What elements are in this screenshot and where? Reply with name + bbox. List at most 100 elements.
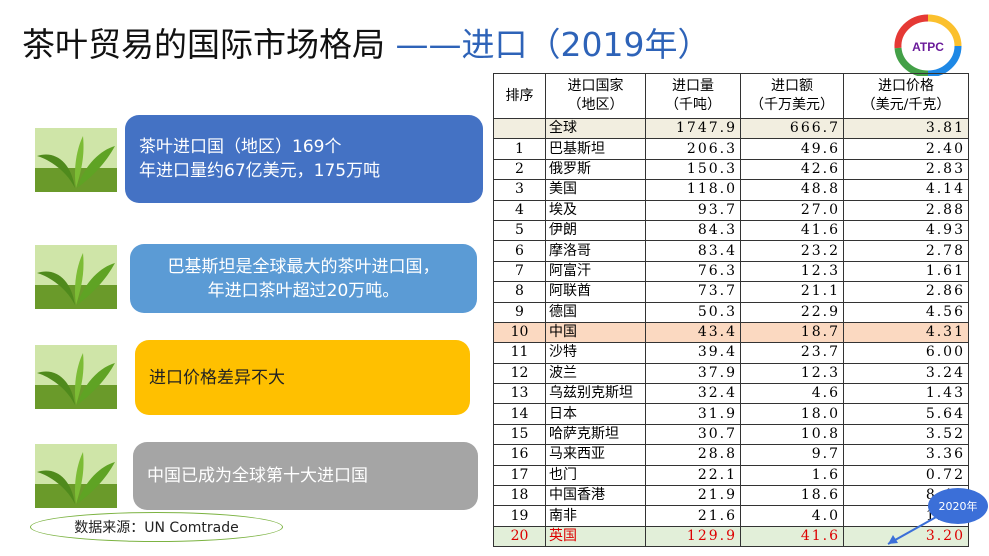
column-header-line: （美元/千克） xyxy=(861,97,951,113)
callout-box: 进口价格差异不大 xyxy=(135,340,470,415)
title-suffix: ——进口 xyxy=(395,25,528,64)
table-cell: 20 xyxy=(493,525,546,548)
table-cell: 129.9 xyxy=(645,525,741,548)
table-cell: 118.0 xyxy=(645,179,741,201)
column-header-line: （千吨） xyxy=(665,97,721,113)
table-cell: 150.3 xyxy=(645,158,741,181)
column-header-line: 排序 xyxy=(505,87,534,104)
table-cell: 波兰 xyxy=(545,362,646,385)
column-header-line: 进口量 xyxy=(672,78,714,94)
table-cell: 2.88 xyxy=(843,199,969,221)
table-cell: 中国香港 xyxy=(545,485,646,507)
table-cell: 49.6 xyxy=(740,138,844,160)
table-cell: 5.64 xyxy=(843,403,969,425)
table-cell: 哈萨克斯坦 xyxy=(545,423,646,446)
table-cell: 4.31 xyxy=(843,321,969,344)
table-cell: 22.9 xyxy=(740,301,844,323)
column-header: 排序 xyxy=(493,73,546,119)
table-cell: 41.6 xyxy=(740,219,844,242)
table-cell: 206.3 xyxy=(645,138,741,160)
table-cell: 43.4 xyxy=(645,321,741,344)
table-cell: 666.7 xyxy=(740,117,844,140)
callout-text: 年进口量约67亿美元，175万吨 xyxy=(139,161,381,181)
table-cell: 93.7 xyxy=(645,199,741,221)
table-cell: 4.14 xyxy=(843,179,969,201)
table-row: 4 埃及 93.7 27.0 2.88 xyxy=(493,199,969,221)
tea-leaf-image xyxy=(35,245,117,309)
table-row: 1 巴基斯坦 206.3 49.6 2.40 xyxy=(493,138,969,160)
callout-text: 进口价格差异不大 xyxy=(149,367,285,388)
table-cell: 83.4 xyxy=(645,240,741,262)
table-cell: 12.3 xyxy=(740,260,844,283)
table-cell: 中国 xyxy=(545,321,646,344)
table-row: 全球 1747.9 666.7 3.81 xyxy=(493,117,969,140)
table-cell: 2 xyxy=(493,158,546,181)
table-cell: 37.9 xyxy=(645,362,741,385)
table-cell: 俄罗斯 xyxy=(545,158,646,181)
table-row: 12 波兰 37.9 12.3 3.24 xyxy=(493,362,969,385)
table-cell: 1747.9 xyxy=(645,117,741,140)
tea-leaf-image xyxy=(35,345,117,409)
table-cell: 埃及 xyxy=(545,199,646,221)
table-cell: 沙特 xyxy=(545,342,646,364)
table-cell: 18 xyxy=(493,485,546,507)
table-row: 6 摩洛哥 83.4 23.2 2.78 xyxy=(493,240,969,262)
table-cell: 美国 xyxy=(545,179,646,201)
table-row: 17 也门 22.1 1.6 0.72 xyxy=(493,464,969,487)
table-cell: 19 xyxy=(493,505,546,527)
table-cell: 1.6 xyxy=(740,464,844,487)
table-cell xyxy=(493,117,546,140)
table-cell: 21.6 xyxy=(645,505,741,527)
table-cell: 23.2 xyxy=(740,240,844,262)
table-cell: 42.6 xyxy=(740,158,844,181)
table-cell: 4.93 xyxy=(843,219,969,242)
table-cell: 22.1 xyxy=(645,464,741,487)
table-cell: 50.3 xyxy=(645,301,741,323)
column-header-line: 进口额 xyxy=(771,78,813,94)
callout-text: 年进口茶叶超过20万吨。 xyxy=(207,280,400,301)
table-cell: 1 xyxy=(493,138,546,160)
table-cell: 马来西亚 xyxy=(545,444,646,466)
title-main: 茶叶贸易的国际市场格局 xyxy=(22,25,385,64)
callout-box: 中国已成为全球第十大进口国 xyxy=(133,442,478,510)
table-row: 3 美国 118.0 48.8 4.14 xyxy=(493,179,969,201)
table-cell: 12.3 xyxy=(740,362,844,385)
table-cell: 32.4 xyxy=(645,383,741,405)
table-cell: 8 xyxy=(493,281,546,303)
column-header-line: （千万美元） xyxy=(750,97,834,113)
callout-text: 巴基斯坦是全球最大的茶叶进口国， xyxy=(167,256,440,277)
table-cell: 27.0 xyxy=(740,199,844,221)
table-cell: 英国 xyxy=(545,525,646,548)
table-row: 9 德国 50.3 22.9 4.56 xyxy=(493,301,969,323)
table-cell: 全球 xyxy=(545,117,646,140)
table-cell: 日本 xyxy=(545,403,646,425)
table-cell: 48.8 xyxy=(740,179,844,201)
table-row: 20 英国 129.9 41.6 3.20 xyxy=(493,525,969,548)
table-row: 8 阿联酋 73.7 21.1 2.86 xyxy=(493,281,969,303)
table-cell: 3.20 xyxy=(843,525,969,548)
table-cell: 12 xyxy=(493,362,546,385)
table-cell: 21.9 xyxy=(645,485,741,507)
table-cell: 4.0 xyxy=(740,505,844,527)
tea-leaf-image xyxy=(35,128,117,192)
table-cell: 9 xyxy=(493,301,546,323)
table-cell: 18.7 xyxy=(740,321,844,344)
table-cell: 28.8 xyxy=(645,444,741,466)
table-cell: 10 xyxy=(493,321,546,344)
table-cell: 3.36 xyxy=(843,444,969,466)
callout-box: 巴基斯坦是全球最大的茶叶进口国， 年进口茶叶超过20万吨。 xyxy=(130,244,477,313)
column-header-line: （地区） xyxy=(567,97,624,113)
table-cell: 4 xyxy=(493,199,546,221)
table-cell: 23.7 xyxy=(740,342,844,364)
table-cell: 14 xyxy=(493,403,546,425)
table-row: 11 沙特 39.4 23.7 6.00 xyxy=(493,342,969,364)
table-row: 14 日本 31.9 18.0 5.64 xyxy=(493,403,969,425)
table-cell: 4.6 xyxy=(740,383,844,405)
table-cell: 德国 xyxy=(545,301,646,323)
table-cell: 5 xyxy=(493,219,546,242)
table-row: 16 马来西亚 28.8 9.7 3.36 xyxy=(493,444,969,466)
table-cell: 3.52 xyxy=(843,423,969,446)
table-cell: 13 xyxy=(493,383,546,405)
table-cell: 2.86 xyxy=(843,281,969,303)
